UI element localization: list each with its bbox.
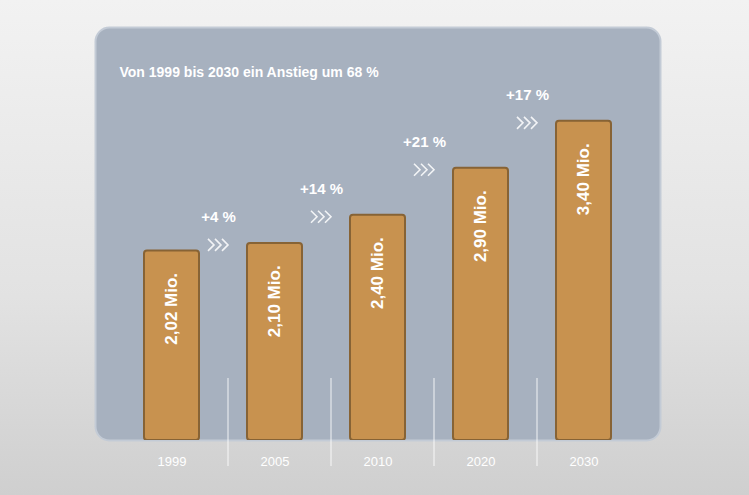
svg-text:+21 %: +21 % bbox=[403, 133, 446, 150]
svg-text:+4 %: +4 % bbox=[201, 208, 236, 225]
svg-text:Von 1999 bis 2030 ein Anstieg: Von 1999 bis 2030 ein Anstieg um 68 % bbox=[120, 64, 380, 80]
svg-text:2,90 Mio.: 2,90 Mio. bbox=[471, 190, 490, 262]
svg-text:2,40 Mio.: 2,40 Mio. bbox=[368, 237, 387, 309]
svg-text:3,40 Mio.: 3,40 Mio. bbox=[574, 143, 593, 215]
svg-text:2,10 Mio.: 2,10 Mio. bbox=[265, 265, 284, 337]
svg-text:+14 %: +14 % bbox=[300, 180, 343, 197]
svg-text:2010: 2010 bbox=[364, 454, 393, 469]
svg-text:1999: 1999 bbox=[158, 454, 187, 469]
svg-text:2005: 2005 bbox=[261, 454, 290, 469]
svg-text:+17 %: +17 % bbox=[506, 86, 549, 103]
svg-text:2030: 2030 bbox=[570, 454, 599, 469]
svg-text:2020: 2020 bbox=[467, 454, 496, 469]
svg-text:2,02 Mio.: 2,02 Mio. bbox=[162, 273, 181, 345]
